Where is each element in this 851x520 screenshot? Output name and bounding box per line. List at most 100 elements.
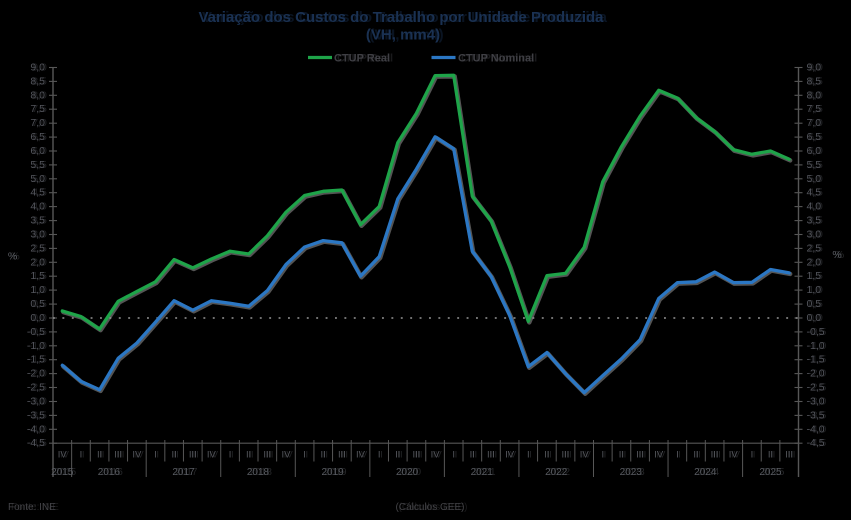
svg-text:IV: IV <box>431 449 441 460</box>
svg-text:I: I <box>601 449 604 460</box>
svg-text:4,5: 4,5 <box>32 187 47 199</box>
svg-text:%: % <box>835 249 844 261</box>
svg-text:II: II <box>472 449 477 460</box>
svg-text:0,0: 0,0 <box>808 312 823 324</box>
svg-text:2018: 2018 <box>247 467 270 478</box>
svg-text:-1,5: -1,5 <box>29 354 47 366</box>
svg-text:I: I <box>678 449 681 460</box>
svg-text:III: III <box>263 449 271 460</box>
svg-text:I: I <box>303 449 306 460</box>
svg-text:0,0: 0,0 <box>30 312 45 324</box>
svg-text:-1,5: -1,5 <box>808 354 826 366</box>
svg-text:I: I <box>80 449 83 460</box>
svg-text:III: III <box>638 449 646 460</box>
svg-text:1,0: 1,0 <box>30 284 45 296</box>
svg-text:(Cálculos GEE): (Cálculos GEE) <box>396 502 465 513</box>
svg-text:I: I <box>455 449 458 460</box>
svg-text:IV: IV <box>505 449 515 460</box>
svg-text:III: III <box>636 449 644 460</box>
svg-text:8,5: 8,5 <box>807 75 822 87</box>
svg-text:5,0: 5,0 <box>807 173 822 185</box>
svg-text:7,5: 7,5 <box>808 103 823 115</box>
svg-text:-4,5: -4,5 <box>807 437 825 449</box>
svg-text:9,0: 9,0 <box>807 62 822 74</box>
svg-text:Variação dos Custos do Trabalh: Variação dos Custos do Trabalho por Unid… <box>202 9 608 26</box>
svg-text:-2,5: -2,5 <box>29 382 47 394</box>
svg-text:5,5: 5,5 <box>808 159 823 171</box>
svg-text:0,5: 0,5 <box>32 298 47 310</box>
svg-text:I: I <box>676 449 679 460</box>
svg-text:CTUP Real: CTUP Real <box>337 53 393 65</box>
svg-text:I: I <box>154 449 157 460</box>
svg-text:6,5: 6,5 <box>807 131 822 143</box>
svg-text:-4,0: -4,0 <box>807 423 825 435</box>
svg-text:4,5: 4,5 <box>30 187 45 199</box>
svg-text:I: I <box>529 449 532 460</box>
svg-text:6,5: 6,5 <box>30 131 45 143</box>
svg-text:I: I <box>82 449 85 460</box>
svg-text:IV: IV <box>507 449 517 460</box>
svg-text:2019: 2019 <box>324 467 347 478</box>
svg-text:III: III <box>116 449 124 460</box>
svg-text:6,0: 6,0 <box>807 145 822 157</box>
svg-text:6,5: 6,5 <box>808 131 823 143</box>
svg-text:3,5: 3,5 <box>808 215 823 227</box>
svg-text:IV: IV <box>656 449 666 460</box>
svg-text:-1,0: -1,0 <box>807 340 825 352</box>
svg-text:0,0: 0,0 <box>32 312 47 324</box>
svg-text:4,0: 4,0 <box>807 201 822 213</box>
svg-text:4,0: 4,0 <box>30 201 45 213</box>
svg-text:2015: 2015 <box>54 467 77 478</box>
svg-text:II: II <box>693 449 698 460</box>
svg-text:II: II <box>174 449 179 460</box>
svg-text:2019: 2019 <box>321 467 344 478</box>
svg-text:-4,5: -4,5 <box>808 437 826 449</box>
svg-text:III: III <box>711 449 719 460</box>
svg-text:I: I <box>156 449 159 460</box>
svg-text:II: II <box>395 449 400 460</box>
svg-text:-1,5: -1,5 <box>27 354 45 366</box>
svg-text:2,0: 2,0 <box>807 256 822 268</box>
svg-text:-3,0: -3,0 <box>27 396 45 408</box>
svg-text:II: II <box>97 449 102 460</box>
svg-text:1,0: 1,0 <box>32 284 47 296</box>
svg-text:1,0: 1,0 <box>807 284 822 296</box>
svg-text:2021: 2021 <box>473 467 496 478</box>
svg-text:-4,5: -4,5 <box>29 437 47 449</box>
svg-text:6,5: 6,5 <box>32 131 47 143</box>
svg-text:-1,0: -1,0 <box>27 340 45 352</box>
svg-text:-3,0: -3,0 <box>29 396 47 408</box>
svg-text:-3,0: -3,0 <box>808 396 826 408</box>
svg-text:IV: IV <box>207 449 217 460</box>
svg-text:5,5: 5,5 <box>807 159 822 171</box>
svg-text:5,0: 5,0 <box>30 173 45 185</box>
svg-text:2015: 2015 <box>51 467 74 478</box>
svg-text:1,5: 1,5 <box>808 270 823 282</box>
svg-text:II: II <box>248 449 253 460</box>
svg-text:0,5: 0,5 <box>30 298 45 310</box>
svg-text:III: III <box>412 449 420 460</box>
svg-text:IV: IV <box>132 449 142 460</box>
svg-text:7,5: 7,5 <box>807 103 822 115</box>
svg-text:4,5: 4,5 <box>808 187 823 199</box>
svg-text:2016: 2016 <box>98 467 121 478</box>
svg-text:CTUP Nominal: CTUP Nominal <box>461 53 537 65</box>
svg-text:8,0: 8,0 <box>807 89 822 101</box>
svg-text:IV: IV <box>284 449 294 460</box>
svg-text:-4,5: -4,5 <box>27 437 45 449</box>
svg-text:IV: IV <box>58 449 68 460</box>
svg-text:IV: IV <box>582 449 592 460</box>
svg-text:III: III <box>415 449 423 460</box>
svg-text:9,0: 9,0 <box>32 62 47 74</box>
svg-text:2016: 2016 <box>101 467 124 478</box>
svg-text:III: III <box>564 449 572 460</box>
svg-text:5,5: 5,5 <box>30 159 45 171</box>
svg-text:2,5: 2,5 <box>30 242 45 254</box>
svg-text:III: III <box>266 449 274 460</box>
svg-text:2,0: 2,0 <box>32 256 47 268</box>
svg-text:-1,5: -1,5 <box>807 354 825 366</box>
svg-text:I: I <box>452 449 455 460</box>
svg-text:-4,0: -4,0 <box>29 423 47 435</box>
svg-text:1,5: 1,5 <box>807 270 822 282</box>
svg-text:2023: 2023 <box>620 467 643 478</box>
